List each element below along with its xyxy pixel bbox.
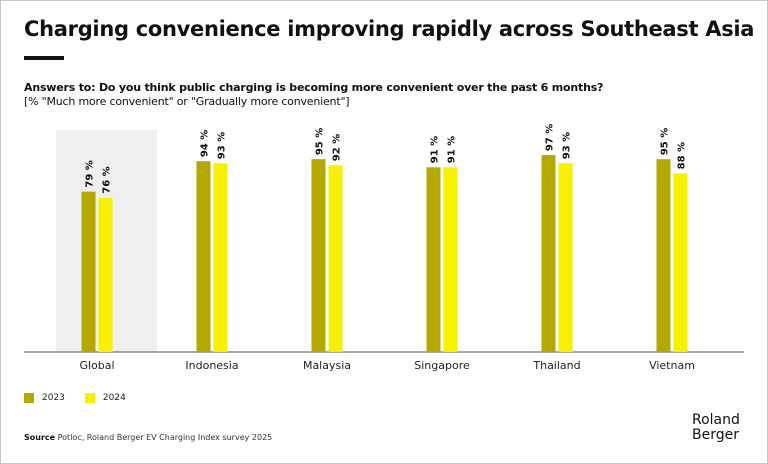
- category-label-vietnam: Vietnam: [649, 359, 695, 372]
- bar-vietnam-2024: [673, 173, 688, 352]
- bar-malaysia-2024: [328, 165, 343, 352]
- data-label-singapore-2023: 91 %: [430, 136, 441, 163]
- bar-singapore-2023: [426, 167, 441, 352]
- category-label-indonesia: Indonesia: [185, 359, 238, 372]
- bar-thailand-2023: [541, 155, 556, 352]
- bar-global-2023: [81, 191, 96, 352]
- survey-question-note: [% "Much more convenient" or "Gradually …: [24, 95, 350, 108]
- legend-swatch-2023: [24, 393, 34, 403]
- bar-malaysia-2023: [311, 159, 326, 352]
- legend: 2023 2024: [24, 393, 126, 403]
- title-underline: [24, 56, 64, 60]
- chart-title: Charging convenience improving rapidly a…: [24, 17, 755, 41]
- bar-thailand-2024: [558, 163, 573, 352]
- category-label-singapore: Singapore: [414, 359, 470, 372]
- category-label-malaysia: Malaysia: [303, 359, 351, 372]
- bar-vietnam-2023: [656, 159, 671, 352]
- data-label-global-2024: 76 %: [102, 166, 113, 193]
- legend-item-2023: 2023: [24, 393, 65, 403]
- bar-global-2024: [98, 197, 113, 352]
- data-label-thailand-2024: 93 %: [562, 132, 573, 159]
- bar-indonesia-2023: [196, 161, 211, 352]
- category-label-thailand: Thailand: [532, 359, 580, 372]
- data-label-malaysia-2024: 92 %: [332, 134, 343, 161]
- data-label-indonesia-2023: 94 %: [200, 130, 211, 157]
- data-label-global-2023: 79 %: [85, 160, 96, 187]
- legend-swatch-2024: [84, 393, 95, 403]
- data-label-malaysia-2023: 95 %: [315, 128, 326, 155]
- data-label-indonesia-2024: 93 %: [217, 132, 228, 159]
- bar-indonesia-2024: [213, 163, 228, 352]
- data-label-vietnam-2024: 88 %: [677, 142, 688, 169]
- category-label-global: Global: [79, 359, 114, 372]
- source-label: Source: [24, 433, 56, 442]
- data-label-vietnam-2023: 95 %: [660, 128, 671, 155]
- survey-question: Answers to: Do you think public charging…: [24, 81, 604, 94]
- legend-item-2024: 2024: [84, 393, 126, 403]
- data-label-thailand-2023: 97 %: [545, 124, 556, 151]
- legend-label-2023: 2023: [42, 393, 65, 403]
- bar-singapore-2024: [443, 167, 458, 352]
- roland-berger-logo: Roland Berger: [692, 412, 740, 443]
- source-note: Source Potloc, Roland Berger EV Charging…: [24, 433, 272, 442]
- source-text: Potloc, Roland Berger EV Charging Index …: [57, 433, 273, 442]
- data-label-singapore-2024: 91 %: [447, 136, 458, 163]
- legend-label-2024: 2024: [102, 393, 126, 403]
